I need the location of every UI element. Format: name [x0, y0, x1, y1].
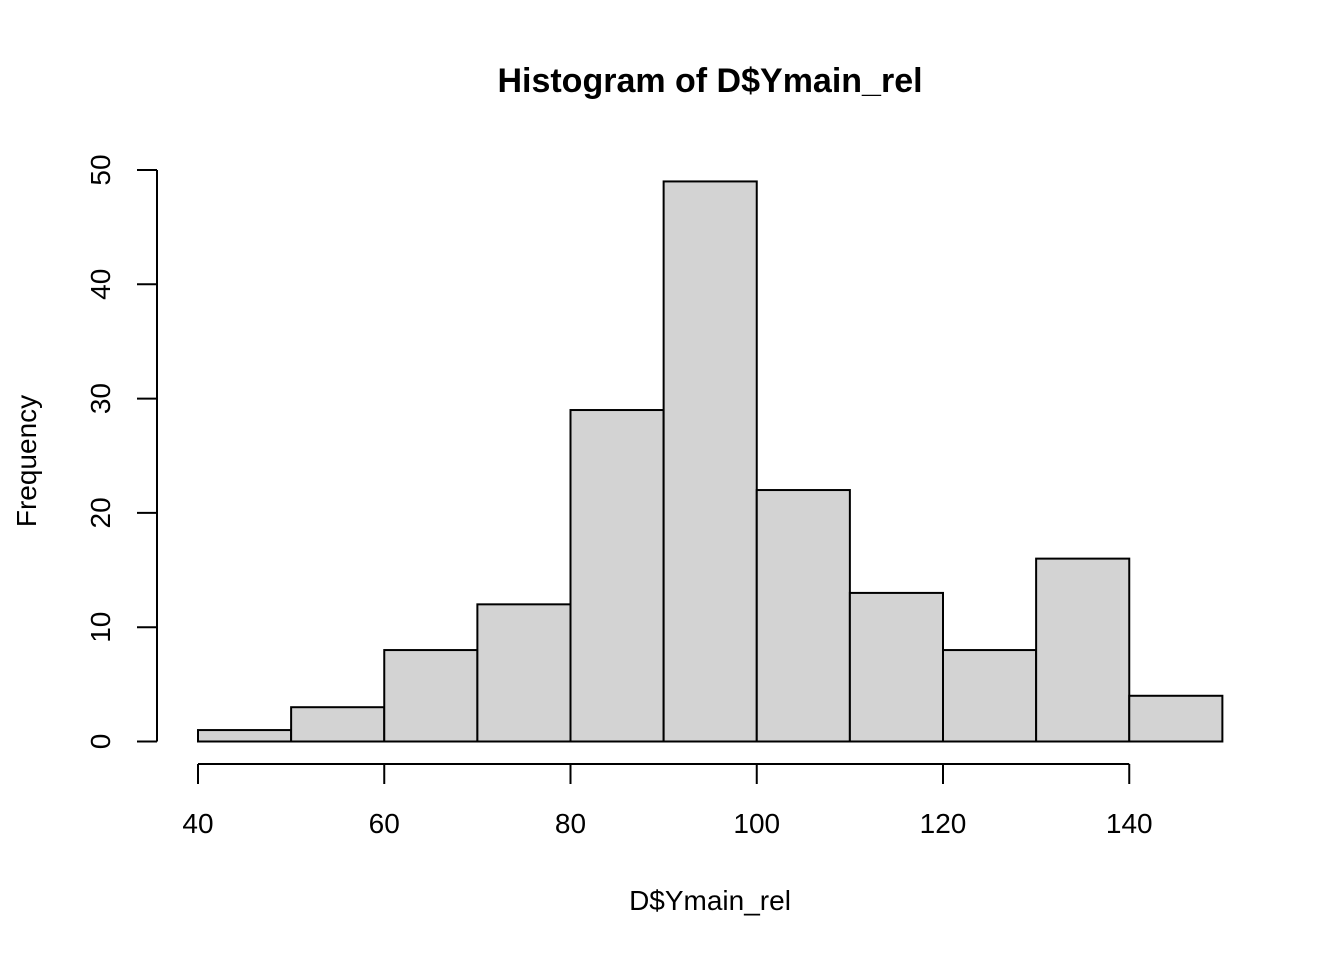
histogram-bar	[662, 180, 758, 743]
y-axis-label: Frequency	[11, 395, 42, 527]
x-tick-label: 60	[369, 808, 400, 839]
x-axis: 40 60 80 100 120 140	[182, 763, 1153, 839]
histogram-bar	[1128, 694, 1224, 743]
y-tick-label: 0	[85, 734, 116, 750]
histogram-bar	[1035, 557, 1131, 743]
x-tick-label: 40	[182, 808, 213, 839]
x-axis-label: D$Ymain_rel	[629, 885, 791, 916]
y-tick-label: 30	[85, 383, 116, 414]
histogram-bar	[290, 706, 386, 743]
histogram-bar	[942, 649, 1038, 743]
histogram-bar	[476, 603, 572, 743]
bars-group	[197, 180, 1224, 743]
histogram-bar	[848, 591, 944, 743]
y-tick-label: 50	[85, 154, 116, 185]
histogram-bar	[383, 649, 479, 743]
x-tick-label: 120	[920, 808, 967, 839]
y-tick-label: 20	[85, 497, 116, 528]
x-tick-label: 80	[555, 808, 586, 839]
chart-title: Histogram of D$Ymain_rel	[497, 62, 922, 100]
x-tick-label: 100	[733, 808, 780, 839]
histogram-bar	[755, 489, 851, 743]
histogram-bar	[197, 729, 293, 743]
x-tick-label: 140	[1106, 808, 1153, 839]
y-tick-label: 10	[85, 612, 116, 643]
histogram-bar	[569, 409, 665, 743]
y-axis: 0 10 20 30 40 50	[85, 154, 158, 750]
y-tick-label: 40	[85, 269, 116, 300]
